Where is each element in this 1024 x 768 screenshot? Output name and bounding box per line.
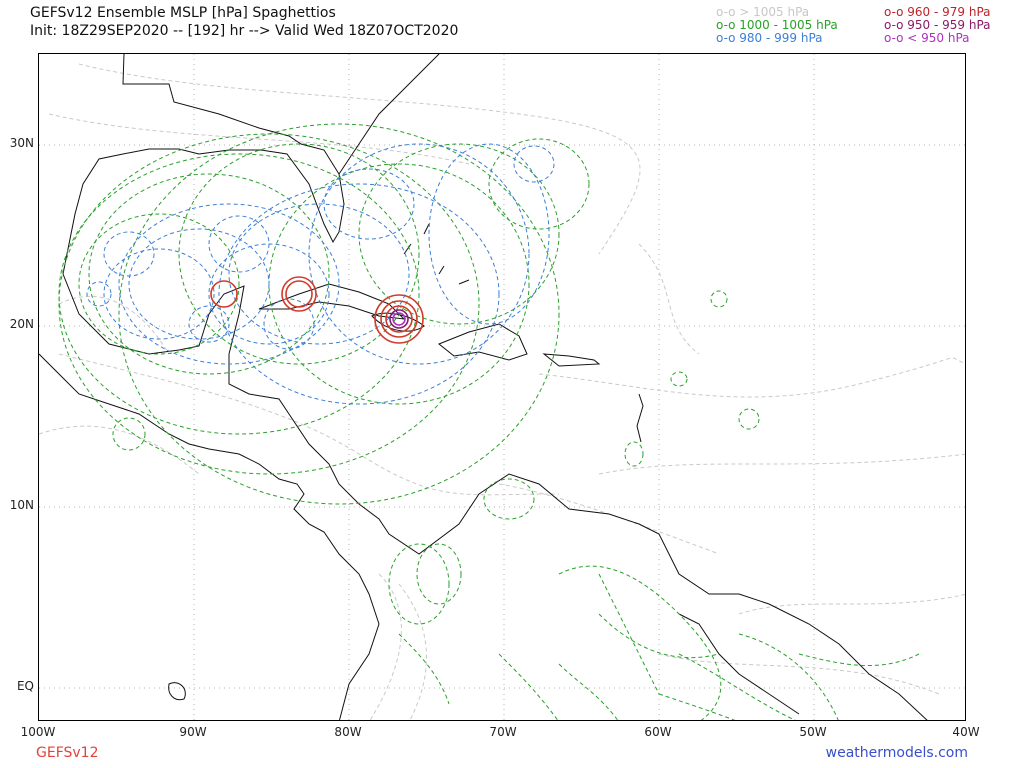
lon-label-100w: 100W — [20, 725, 56, 739]
coastlines — [39, 54, 928, 720]
map-canvas — [39, 54, 965, 720]
legend-gt1005: o-o > 1005 hPa — [716, 5, 810, 19]
contours-1000-1005 — [58, 123, 920, 720]
lon-label-40w: 40W — [952, 725, 980, 739]
map-subtitle: Init: 18Z29SEP2020 -- [192] hr --> Valid… — [30, 23, 459, 39]
site-credit: weathermodels.com — [825, 745, 968, 761]
model-credit: GEFSv12 — [36, 745, 99, 761]
contours-deep-lows — [389, 309, 409, 329]
legend-1000-1005: o-o 1000 - 1005 hPa — [716, 18, 838, 32]
legend-980-999: o-o 980 - 999 hPa — [716, 31, 823, 45]
lon-label-60w: 60W — [644, 725, 672, 739]
lat-label-30n: 30N — [9, 136, 34, 150]
map-panel — [38, 53, 966, 721]
lon-label-80w: 80W — [334, 725, 362, 739]
contours-980-999 — [86, 143, 555, 405]
lat-label-eq: EQ — [16, 679, 34, 693]
map-title: GEFSv12 Ensemble MSLP [hPa] Spaghettios — [30, 5, 336, 21]
lat-label-10n: 10N — [9, 498, 34, 512]
lon-label-90w: 90W — [179, 725, 207, 739]
graticule — [39, 54, 965, 720]
legend-950-959: o-o 950 - 959 hPa — [884, 18, 991, 32]
legend-960-979: o-o 960 - 979 hPa — [884, 5, 991, 19]
lat-label-20n: 20N — [9, 317, 34, 331]
lon-label-70w: 70W — [489, 725, 517, 739]
legend-lt950: o-o < 950 hPa — [884, 31, 970, 45]
contours-960-979 — [210, 276, 424, 344]
lon-label-50w: 50W — [799, 725, 827, 739]
